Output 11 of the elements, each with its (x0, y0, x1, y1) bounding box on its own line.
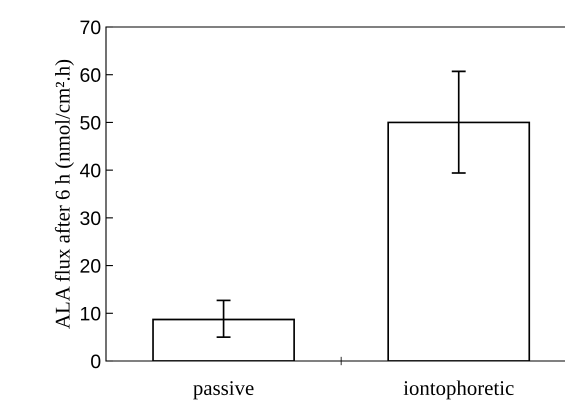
y-tick-label: 50 (80, 116, 100, 130)
y-tick-label: 40 (80, 164, 100, 178)
y-tick-label: 0 (91, 354, 100, 368)
y-tick-label: 30 (80, 211, 100, 226)
y-axis-title: ALA flux after 6 h (nmol/cm².h) (54, 60, 74, 329)
y-tick-label: 20 (80, 259, 100, 273)
y-tick-label: 60 (80, 68, 100, 82)
y-tick-label: 10 (80, 306, 100, 321)
x-tick-label: passive (193, 381, 254, 400)
y-tick-label: 70 (80, 20, 100, 34)
x-tick-label: iontophoretic (404, 380, 514, 400)
